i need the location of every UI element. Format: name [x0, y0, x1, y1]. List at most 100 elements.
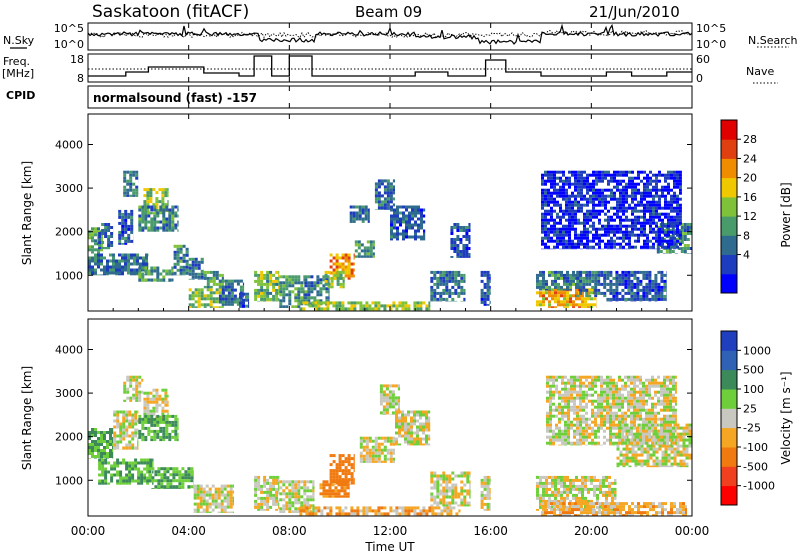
heatmap-cell-18: [545, 475, 548, 479]
heatmap-cell-16: [445, 495, 449, 499]
heatmap-cell-30: [609, 297, 613, 301]
heatmap-cell-16: [451, 486, 455, 490]
heatmap-cell-6: [163, 488, 167, 489]
heatmap-cell-18: [548, 493, 551, 497]
heatmap-cell-16: [469, 486, 471, 490]
heatmap-cell-8: [176, 256, 180, 260]
heatmap-cell-4: [167, 203, 169, 207]
heatmap-cell-24: [454, 273, 458, 277]
heatmap-cell-22: [420, 211, 423, 215]
heatmap-cell-16: [436, 483, 440, 487]
heatmap-cell-6: [91, 268, 94, 272]
heatmap-cell-16: [319, 293, 323, 297]
heatmap-cell-10: [350, 475, 354, 479]
heatmap-cell-32: [655, 248, 658, 250]
heatmap-cell-14: [395, 437, 398, 441]
heatmap-cell-2: [121, 212, 125, 216]
heatmap-cell-6: [172, 485, 176, 489]
heatmap-cell-15: [338, 506, 342, 510]
heatmap-cell-26: [489, 273, 491, 277]
heatmap-cell-30: [624, 291, 628, 295]
heatmap-cell-20: [361, 211, 365, 215]
heatmap-cell-13: [397, 387, 400, 391]
heatmap-cell-18: [575, 496, 578, 500]
heatmap-cell-32: [634, 209, 637, 213]
heatmap-cell-12: [242, 282, 245, 286]
heatmap-cell-10: [215, 300, 219, 304]
heatmap-cell-32: [577, 221, 580, 225]
heatmap-cell-32: [610, 245, 613, 249]
heatmap-cell-7: [229, 496, 233, 500]
heatmap-cell-5: [150, 217, 154, 221]
heatmap-cell-0: [88, 452, 91, 455]
heatmap-cell-22: [396, 229, 399, 233]
heatmap-cell-7: [229, 505, 233, 509]
heatmap-cell-0: [100, 443, 103, 446]
heatmap-cell-30: [618, 279, 622, 283]
heatmap-cell-32: [562, 239, 565, 243]
heatmap-cell-16: [316, 299, 320, 303]
heatmap-cell-10: [335, 472, 339, 476]
heatmap-cell-2: [124, 218, 128, 222]
heatmap-cell-31: [686, 229, 690, 232]
heatmap-cell-25: [450, 244, 454, 247]
heatmap-cell-24: [460, 273, 464, 277]
heatmap-cell-27: [572, 306, 575, 308]
heatmap-cell-2: [123, 381, 127, 385]
heatmap-cell-4: [174, 420, 178, 424]
heatmap-cell-12: [230, 294, 234, 298]
heatmap-cell-1: [137, 440, 139, 444]
heatmap-cell-31: [662, 223, 666, 226]
heatmap-cell-32: [673, 224, 676, 228]
heatmap-cell-32: [658, 212, 661, 216]
heatmap-cell-16: [451, 492, 455, 496]
heatmap-cell-2: [127, 224, 131, 228]
heatmap-cell-20: [352, 211, 356, 215]
heatmap-cell-32: [652, 206, 655, 210]
heatmap-cell-16: [442, 501, 446, 505]
heatmap-cell-15: [425, 509, 429, 513]
heatmap-cell-5: [146, 464, 150, 468]
heatmap-cell-11: [212, 276, 216, 280]
heatmap-cell-14: [263, 273, 267, 277]
heatmap-cell-27: [584, 300, 587, 304]
heatmap-cell-7: [171, 269, 174, 273]
heatmap-cell-2: [118, 239, 122, 243]
heatmap-cell-32: [661, 227, 664, 231]
heatmap-cell-6: [94, 271, 97, 275]
heatmap-cell-16: [316, 293, 320, 297]
heatmap-cell-0: [97, 431, 100, 434]
heatmap-cell-8: [182, 271, 186, 275]
heatmap-cell-32: [568, 227, 571, 231]
heatmap-cell-16: [433, 501, 437, 505]
heatmap-cell-22: [423, 229, 426, 233]
heatmap-cell-30: [642, 291, 646, 295]
heatmap-cell-25: [468, 241, 471, 244]
heatmap-cell-14: [269, 279, 273, 283]
heatmap-cell-0: [88, 449, 91, 452]
heatmap-cell-24: [451, 297, 455, 301]
heatmap-cell-4: [141, 438, 145, 442]
heatmap-cell-32: [622, 218, 625, 222]
heatmap-cell-12: [230, 285, 234, 289]
heatmap-cell-18: [554, 496, 557, 500]
heatmap-cell-23: [365, 307, 369, 311]
heatmap-cell-32: [634, 206, 637, 210]
heatmap-cell-24: [436, 291, 440, 295]
heatmap-cell-30: [657, 288, 661, 292]
heatmap-cell-10: [200, 303, 204, 307]
heatmap-cell-14: [422, 422, 425, 426]
heatmap-cell-6: [187, 476, 191, 480]
heatmap-cell-32: [652, 179, 655, 183]
heatmap-cell-29: [597, 279, 601, 283]
heatmap-cell-10: [344, 457, 348, 461]
heatmap-cell-7: [141, 266, 145, 270]
heatmap-cell-30: [645, 270, 649, 274]
heatmap-cell-32: [658, 233, 661, 237]
heatmap-cell-16: [466, 480, 470, 484]
heatmap-cell-5: [168, 220, 172, 224]
heatmap-cell-18: [545, 478, 548, 482]
heatmap-cell-32: [631, 194, 634, 198]
heatmap-cell-4: [143, 188, 147, 192]
heatmap-cell-1: [125, 413, 129, 417]
